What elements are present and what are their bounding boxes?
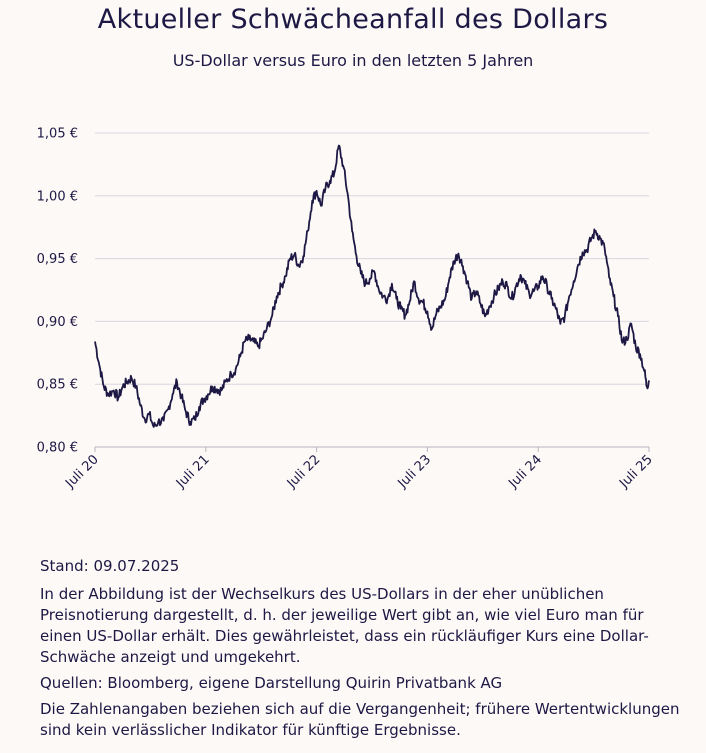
chart-title: Aktueller Schwächeanfall des Dollars [97,4,609,35]
chart-notes: Stand: 09.07.2025 In der Abbildung ist d… [40,556,680,746]
x-tick-label: Juli 25 [616,452,656,492]
x-tick-label: Juli 20 [62,452,102,492]
description-note: In der Abbildung ist der Wechselkurs des… [40,585,649,666]
disclaimer-note: Die Zahlenangaben beziehen sich auf die … [40,700,680,739]
chart-subtitle: US-Dollar versus Euro in den letzten 5 J… [172,51,534,70]
x-tick-label: Juli 23 [395,452,435,492]
x-tick-label: Juli 21 [173,452,213,492]
exchange-rate-chart: 0,80 € 0,85 € 0,90 € 0,95 € 1,00 € 1,05 € Juli… [37,127,656,492]
y-tick-label: 0,95 € [37,252,78,267]
y-tick-label: 1,00 € [37,189,78,204]
y-tick-label: 1,05 € [37,127,78,142]
x-tick-label: Juli 24 [505,452,545,492]
y-tick-label: 0,80 € [37,441,78,456]
y-tick-label: 0,90 € [37,315,78,330]
sources-note: Quellen: Bloomberg, eigene Darstellung Q… [40,674,503,692]
y-tick-label: 0,85 € [37,378,78,393]
date-note: Stand: 09.07.2025 [40,557,180,575]
usd-eur-line [94,144,650,428]
x-tick-label: Juli 22 [284,452,324,492]
